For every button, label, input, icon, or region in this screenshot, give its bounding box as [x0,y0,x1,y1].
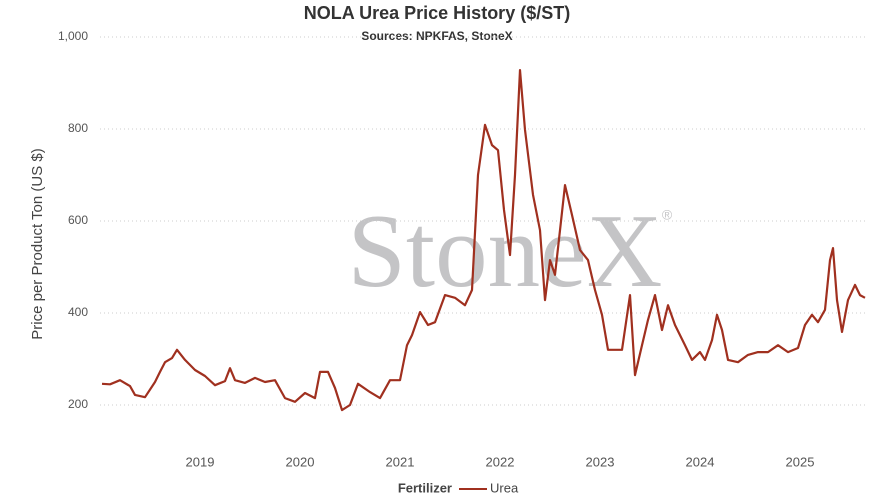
legend-title: Fertilizer [398,480,452,495]
y-tick-label: 600 [68,213,88,227]
line-series [101,69,866,412]
watermark-mark: ® [662,207,673,223]
legend-label: Urea [490,480,519,495]
chart-title: NOLA Urea Price History ($/ST) [304,3,570,23]
x-tick-label: 2021 [386,454,415,469]
x-tick-label: 2025 [786,454,815,469]
y-tick-label: 200 [68,397,88,411]
x-tick-label: 2020 [286,454,315,469]
y-tick-label: 400 [68,305,88,319]
x-tick-label: 2019 [186,454,215,469]
y-tick-label: 800 [68,121,88,135]
x-tick-label: 2024 [686,454,715,469]
y-axis-label: Price per Product Ton (US $) [29,148,46,339]
x-tick-label: 2023 [586,454,615,469]
chart-subtitle: Sources: NPKFAS, StoneX [361,29,512,43]
y-tick-label: 1,000 [58,29,88,43]
x-tick-label: 2022 [486,454,515,469]
